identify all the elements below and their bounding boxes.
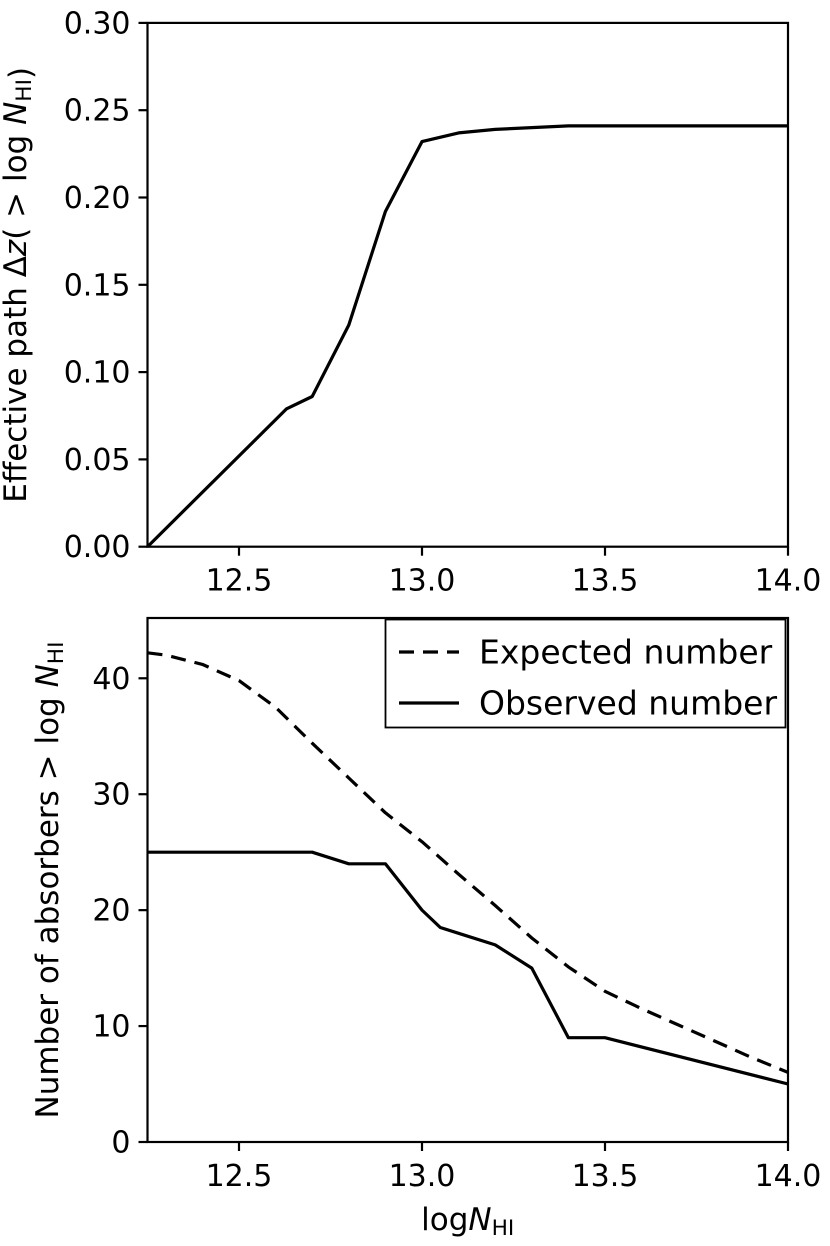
y-tick-label: 0.20 <box>64 181 131 216</box>
absorber-counts-panel: 12.5 13.0 13.5 14.0 0 10 20 30 40 Number of absor… <box>30 616 822 1241</box>
legend-label: Observed number <box>479 684 777 723</box>
y-tick-label: 0.25 <box>64 94 131 129</box>
y-tick-label: 0.05 <box>64 443 131 478</box>
y-tick-label: 30 <box>92 778 130 813</box>
y-tick-label: 0.00 <box>64 530 131 565</box>
y-axis-label: Number of absorbers > log NHI <box>30 641 69 1118</box>
x-tick-label: 14.0 <box>755 1159 822 1194</box>
legend-label: Expected number <box>479 633 773 672</box>
plot-area-border <box>146 616 790 1144</box>
x-tick-label: 13.0 <box>389 564 456 599</box>
expected-number-line <box>147 651 789 1074</box>
x-tick-label: 13.5 <box>572 564 639 599</box>
y-tick-label: 0.10 <box>64 356 131 391</box>
y-tick-label: 0.30 <box>64 6 131 41</box>
x-tick-label: 12.5 <box>206 1159 273 1194</box>
y-tick-label: 10 <box>92 1010 130 1045</box>
x-tick-label: 12.5 <box>206 564 273 599</box>
effective-path-line <box>146 124 788 548</box>
y-tick-label: 0 <box>111 1126 130 1161</box>
y-tick-label: 0.15 <box>64 268 131 303</box>
effective-path-panel: 12.5 13.0 13.5 14.0 0.00 0.05 0.10 0.15 0.20 0.25… <box>0 6 821 598</box>
y-tick-label: 20 <box>92 894 130 929</box>
x-tick-label: 13.5 <box>572 1159 639 1194</box>
x-tick-label: 13.0 <box>389 1159 456 1194</box>
y-axis-label: Effective path Δz( > log NHI) <box>0 67 39 503</box>
x-tick-label: 14.0 <box>755 564 822 599</box>
x-axis-label: logNHI <box>421 1202 514 1241</box>
y-tick-label: 40 <box>92 662 130 697</box>
legend-box <box>384 618 787 729</box>
observed-number-line <box>147 850 789 1086</box>
plot-area-border <box>146 21 790 548</box>
legend: Expected number Observed number <box>384 618 787 729</box>
